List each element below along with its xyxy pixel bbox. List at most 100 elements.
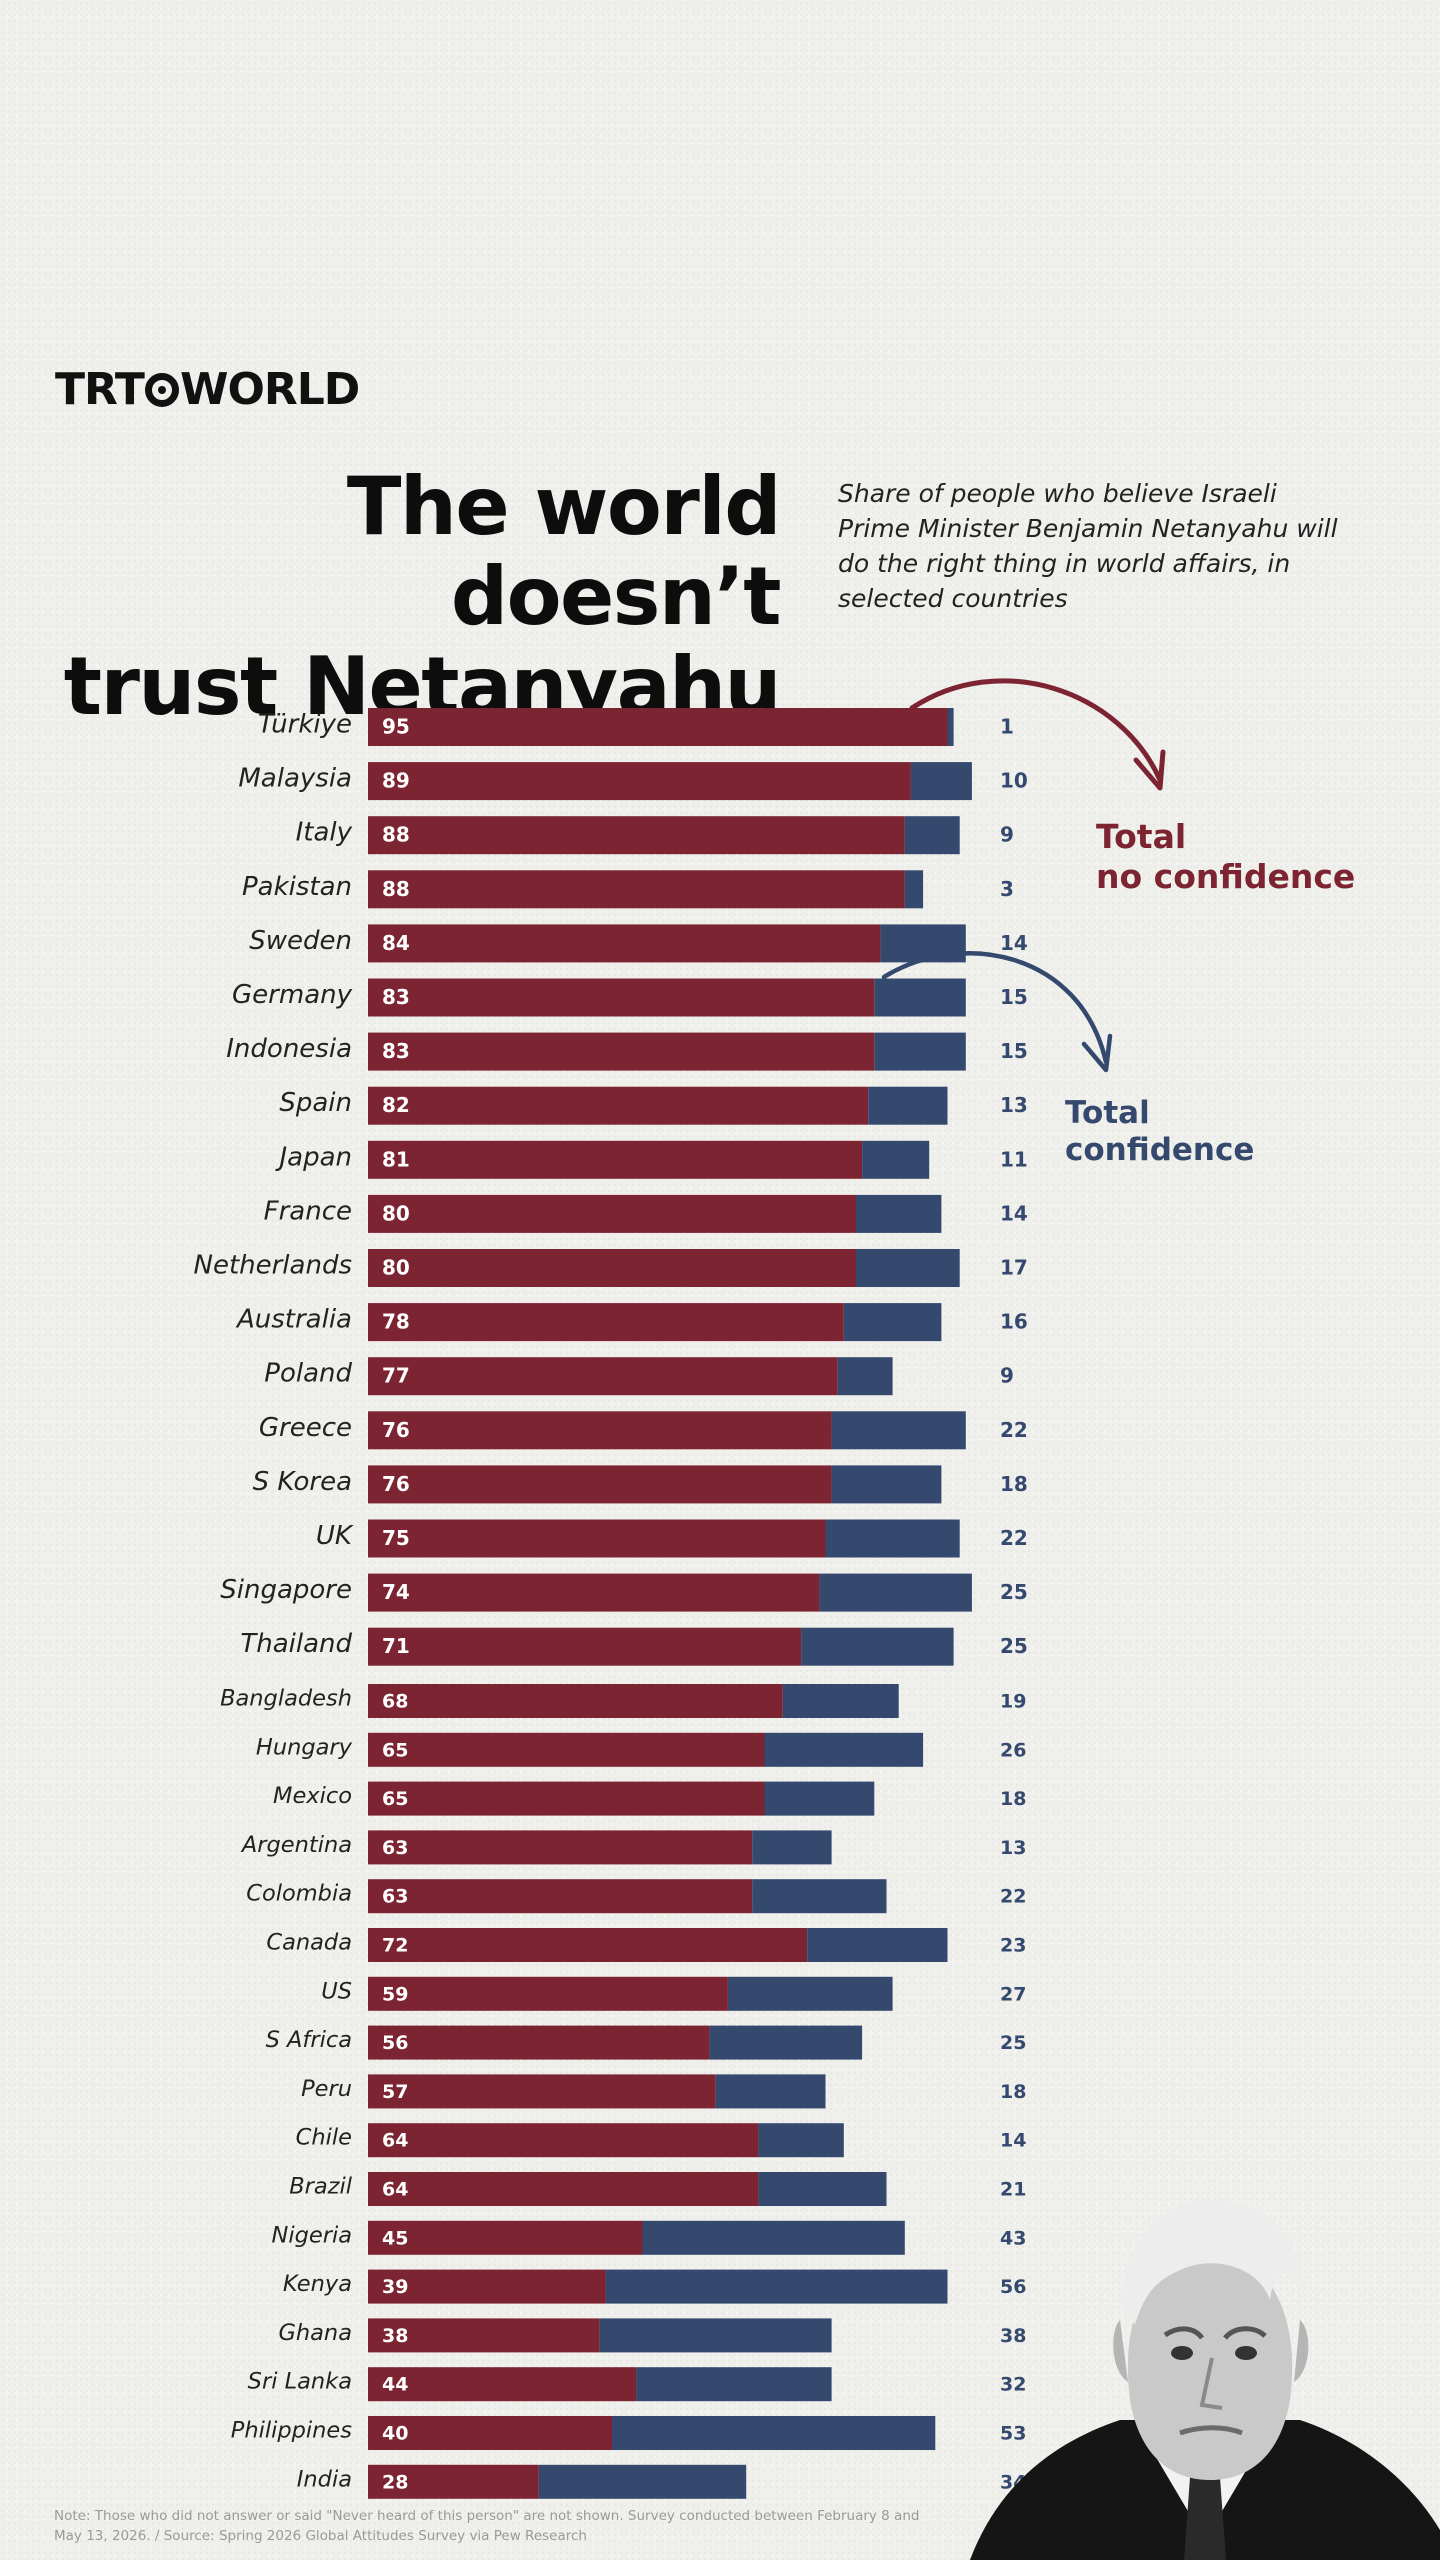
no-confidence-value: 59 [382,1983,408,2005]
country-label: Germany [232,980,353,1010]
no-confidence-value: 81 [382,1147,410,1171]
confidence-value: 53 [1000,2423,1026,2445]
bar-no-confidence [368,1732,765,1767]
no-confidence-value: 88 [382,877,410,901]
country-label: Argentina [240,1832,352,1858]
bar-no-confidence [368,2074,716,2109]
no-confidence-value: 72 [382,1935,408,1957]
country-label: US [321,1978,352,2004]
bar-no-confidence [368,2416,612,2450]
logo-text-trt: TRT [55,364,145,415]
confidence-value: 22 [1000,1418,1028,1442]
country-label: Kenya [283,2271,352,2297]
bar-no-confidence [368,1928,808,1962]
country-label: S Korea [253,1467,352,1497]
confidence-value: 26 [1000,1739,1026,1761]
country-label: UK [316,1521,354,1551]
confidence-value: 18 [1000,1472,1028,1496]
country-label: Chile [296,2125,352,2151]
bar-confidence [764,1732,924,1767]
legend-confidence-line-1: Total [1065,1095,1150,1131]
bar-no-confidence [368,1684,783,1718]
bar-no-confidence [368,870,905,909]
bar-confidence [752,1830,832,1865]
chart-rows: Türkiye 95 1 Malaysia 89 10 Italy 88 9 Pakistan 88… [194,708,1028,2499]
bar-no-confidence [368,2464,539,2499]
country-label: Ghana [278,2320,352,2346]
confidence-value: 27 [1000,1983,1026,2005]
bar-confidence [910,762,972,801]
country-label: Japan [274,1142,352,1172]
country-label: Hungary [256,1734,353,1760]
no-confidence-value: 83 [382,1039,410,1063]
no-confidence-value: 78 [382,1310,410,1334]
no-confidence-value: 63 [382,1837,408,1859]
country-label: Brazil [289,2174,353,2200]
bar-confidence [642,2220,905,2255]
bar-no-confidence [368,2367,637,2402]
no-confidence-value: 77 [382,1364,410,1388]
confidence-value: 25 [1000,1580,1028,1604]
bar-confidence [782,1684,899,1718]
bar-confidence [636,2367,832,2402]
no-confidence-value: 44 [382,2374,408,2396]
country-label: France [264,1196,352,1226]
confidence-value: 11 [1000,1147,1028,1171]
country-label: Sweden [249,926,352,956]
bar-no-confidence [368,978,875,1017]
no-confidence-value: 63 [382,1886,408,1908]
no-confidence-value: 84 [382,931,410,955]
confidence-value: 22 [1000,1526,1028,1550]
no-confidence-value: 38 [382,2325,408,2347]
confidence-value: 16 [1000,1310,1028,1334]
no-confidence-value: 95 [382,715,410,739]
confidence-value: 17 [1000,1256,1028,1280]
confidence-value: 3 [1000,877,1014,901]
no-confidence-value: 82 [382,1093,410,1117]
no-confidence-value: 64 [382,2179,408,2201]
bar-no-confidence [368,2123,759,2158]
legend-no-confidence-line-2: no confidence [1096,856,1356,896]
bar-no-confidence [368,1781,765,1816]
trt-world-logo: TRT WORLD [55,364,360,415]
bar-confidence [831,1411,966,1450]
bar-confidence [856,1249,960,1287]
no-confidence-value: 56 [382,2032,408,2054]
legend-no-confidence-line-1: Total [1096,817,1187,856]
bar-confidence [599,2318,832,2353]
country-label: Indonesia [226,1034,352,1064]
confidence-value: 18 [1000,2081,1026,2103]
confidence-arrowhead-icon [1081,1033,1113,1073]
bar-confidence [874,978,966,1017]
bar-confidence [831,1465,942,1504]
country-label: Malaysia [238,764,352,794]
no-confidence-value: 39 [382,2276,408,2298]
country-label: Canada [266,1930,352,1956]
confidence-value: 10 [1000,769,1028,793]
confidence-value: 23 [1000,1935,1026,1957]
country-label: Nigeria [272,2222,353,2248]
no-confidence-value: 88 [382,823,410,847]
confidence-value: 38 [1000,2325,1026,2347]
country-label: Türkiye [258,710,352,740]
bar-no-confidence [368,762,911,801]
no-confidence-value: 68 [382,1691,408,1713]
bar-no-confidence [368,1573,820,1612]
no-confidence-value: 76 [382,1472,410,1496]
no-confidence-value: 75 [382,1526,410,1550]
country-label: Mexico [273,1783,352,1809]
bar-no-confidence [368,816,905,855]
country-label: Philippines [231,2418,353,2444]
bar-confidence [727,1976,893,2011]
bar-no-confidence [368,1249,856,1287]
bar-no-confidence [368,1627,802,1666]
no-confidence-value: 65 [382,1739,408,1761]
bar-no-confidence [368,2318,600,2353]
bar-no-confidence [368,2025,710,2060]
title-line-1: The world doesn’t [346,460,782,643]
no-confidence-value: 64 [382,2130,408,2152]
bar-no-confidence [368,2172,759,2206]
bar-no-confidence [368,1519,826,1558]
bar-confidence [538,2464,747,2499]
